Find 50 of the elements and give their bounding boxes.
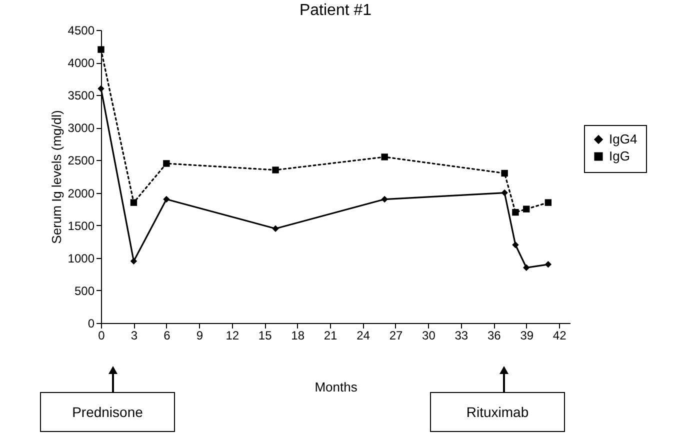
y-tick-label: 1500 [68,218,95,233]
point [544,261,552,268]
legend-label: IgG [609,148,630,164]
x-tick-label: 6 [164,328,171,342]
y-tick-label: 4000 [68,56,95,70]
point [130,258,138,264]
y-tick-label: 3000 [68,121,95,136]
point [381,196,388,203]
x-tick-label: 3 [130,328,138,342]
chart-title: Patient #1 [299,2,372,19]
text: Prednisone [40,392,175,432]
point [130,199,138,206]
x-axis-title: Months [314,380,358,394]
point [98,85,104,92]
point [501,170,508,177]
y-tick-label: 4500 [68,24,95,38]
x-tick-label: 15 [258,328,272,342]
x-tick-label: 9 [196,328,204,342]
point [512,242,519,248]
x-tick-label: 36 [487,328,502,342]
point [163,196,170,203]
x-tick-label: 12 [226,328,240,342]
text: Rituximab [430,392,565,432]
x-tick-label: 30 [422,328,436,342]
point [163,160,170,167]
x-tick-label: 24 [356,328,370,342]
legend-label: IgG4 [609,132,638,146]
point [523,206,530,212]
point [512,208,519,216]
x-tick-label: 0 [98,328,106,342]
x-tick-label: 27 [389,328,403,342]
x-tick-label: 18 [291,328,305,342]
point [523,264,530,272]
point [544,199,552,206]
y-tick-label: 2500 [68,154,95,168]
point [381,154,388,160]
y-tick-label: 0 [88,316,95,330]
x-tick-label: 21 [324,328,338,342]
y-tick-label: 1000 [68,251,95,266]
y-tick-label: 500 [74,284,95,298]
y-axis-title: Serum Ig levels (mg/dl) [48,110,64,244]
point [272,225,279,232]
x-tick-label: 42 [552,328,567,342]
x-tick-label: 33 [454,328,468,342]
point [272,166,279,174]
point [501,189,508,196]
y-tick-label: 3500 [68,88,95,103]
point [98,46,104,53]
x-tick-label: 39 [520,328,534,342]
y-tick-label: 2000 [68,186,95,200]
